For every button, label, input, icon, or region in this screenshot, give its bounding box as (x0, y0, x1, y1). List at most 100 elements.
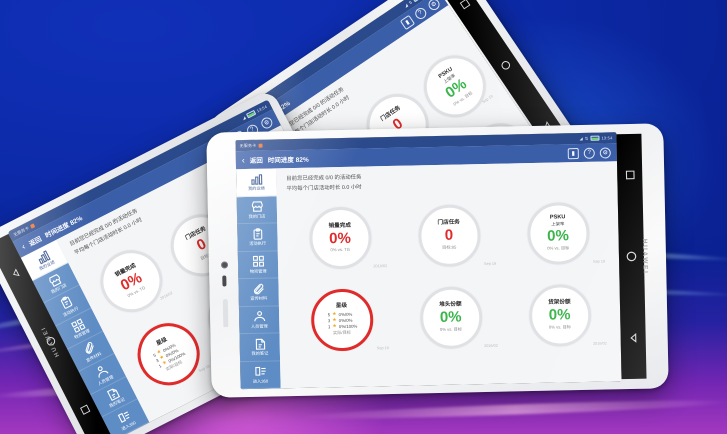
sync-icon: ⇅ (584, 135, 589, 141)
clock-label: 13:54 (601, 135, 613, 141)
settings-icon[interactable]: ⚙ (259, 115, 275, 130)
sidebar-item-7[interactable]: 进入360 (102, 399, 150, 434)
sidebar-item-0[interactable]: 我的业绩 (20, 239, 69, 281)
home-icon[interactable] (499, 58, 513, 72)
recent-apps-icon[interactable] (625, 170, 635, 180)
clipboard-icon (251, 228, 264, 241)
back-nav-icon[interactable] (628, 333, 638, 344)
star-rating-row: 5 ★ 0%/0% (326, 311, 357, 317)
home-icon[interactable] (44, 335, 57, 348)
back-nav-icon[interactable] (10, 267, 22, 279)
sidebar-item-7[interactable]: 进入360 (240, 360, 281, 390)
wifi-icon: ◢ (579, 135, 583, 141)
sidebar-item-2[interactable]: 活动执行 (44, 285, 92, 327)
kpi-footer: 0% vs. 目标 (547, 244, 570, 251)
help-icon[interactable]: ? (583, 147, 595, 159)
kpi-date: Sep 19 (592, 259, 606, 264)
sidebar-item-4[interactable]: 宣传材料 (238, 278, 279, 307)
headphone-jack (222, 275, 227, 287)
back-label[interactable]: 返回 (249, 157, 263, 165)
brand-label: HUAWEI (641, 238, 650, 275)
grid-icon (251, 255, 264, 268)
sidebar-item-3[interactable]: 物资管理 (237, 250, 279, 280)
speaker-grille (222, 299, 229, 328)
sidebar-item-label: 人员管理 (250, 323, 268, 329)
list-icon (116, 408, 133, 425)
star-count: 3 (327, 318, 331, 324)
kpi-ring[interactable]: 星级 5 ★ 0%/0% 3 ★ 0%/0% 1 ★ 0%/100% 实际/目标 (126, 312, 210, 396)
kpi-value: 0% (328, 229, 352, 247)
wifi-icon: ◢ (241, 114, 247, 121)
sidebar-item-6[interactable]: 我的笔记 (90, 376, 138, 418)
sync-icon: ⇅ (407, 0, 414, 6)
sidebar-item-5[interactable]: 人员管理 (78, 353, 127, 395)
message-icon[interactable]: ▮ (399, 14, 415, 30)
back-label[interactable]: 返回 (28, 235, 44, 248)
store-icon (46, 271, 63, 288)
sidebar-item-label: 我的业绩 (248, 185, 265, 192)
kpi-date: Sep 19 (483, 261, 497, 266)
sidebar-item-5[interactable]: 人员管理 (238, 305, 280, 335)
sidebar-item-6[interactable]: 我的笔记 (239, 333, 281, 362)
kpi-value: 0% (439, 308, 462, 327)
app-screen: 无服务卡 ◢ ⇅ 13:54 ‹ 返回 时间进度 82% ▮ (235, 132, 622, 390)
star-value: 0%/0% (338, 311, 353, 317)
recent-apps-icon[interactable] (79, 404, 91, 416)
kpi-date: 2016/02 (373, 263, 388, 268)
sidebar: 我的业绩 我的门店 活动执行 物资管理 宣传材料 人员管理 我的笔记 进入36 (20, 239, 150, 434)
store-icon (250, 200, 263, 213)
kpi-date: Sep 19 (376, 345, 389, 350)
sidebar-item-3[interactable]: 物资管理 (55, 308, 103, 350)
sidebar-item-label: 我的笔记 (251, 350, 269, 357)
settings-icon[interactable]: ⚙ (599, 146, 611, 159)
battery-icon (590, 135, 600, 141)
page-title: 时间进度 82% (267, 156, 309, 165)
sidebar-item-1[interactable]: 我的门店 (32, 262, 80, 304)
kpi-footer: 0% vs. 目标 (548, 324, 572, 330)
back-icon[interactable]: ‹ (19, 240, 27, 252)
chart-icon (250, 173, 263, 186)
sidebar-item-4[interactable]: 宣传材料 (67, 331, 115, 373)
star-value: 0%/100% (338, 323, 358, 329)
carrier-label: 无服务卡 (239, 142, 257, 148)
sidebar-item-label: 进入360 (252, 378, 269, 384)
list-icon (254, 365, 267, 378)
star-rating-row: 3 ★ 0%/0% (326, 317, 357, 323)
attachment-icon (252, 283, 265, 296)
clipboard-icon (57, 294, 74, 311)
sidebar-item-2[interactable]: 活动执行 (237, 223, 278, 252)
summary-block: 目前您已经完成 0/0 的活动任务 平均每个门店活动时长 0.0 小时 (286, 167, 609, 194)
back-icon[interactable]: ‹ (241, 154, 245, 165)
star-icon: ★ (332, 322, 337, 329)
recent-apps-icon[interactable] (458, 0, 470, 11)
help-icon[interactable]: ? (412, 5, 429, 21)
grid-icon (69, 317, 86, 334)
sidebar-item-0[interactable]: 我的业绩 (236, 168, 277, 197)
sidebar-item-1[interactable]: 我的门店 (236, 195, 278, 225)
kpi-title: 销量完成 (328, 222, 351, 229)
home-icon[interactable] (626, 251, 637, 262)
kpi-date: 2016/02 (484, 343, 498, 348)
kpi-ring[interactable]: 星级 5 ★ 0%/0% 3 ★ 0%/0% 1 ★ 0%/100% 实际/目标 (310, 287, 374, 352)
sidebar-item-label: 物资管理 (249, 268, 267, 274)
people-icon (92, 363, 109, 380)
content-area: 目前您已经完成 0/0 的活动任务 平均每个门店活动时长 0.0 小时 销量完成… (276, 161, 622, 389)
kpi-cell-3[interactable]: 星级 5 ★ 0%/0% 3 ★ 0%/0% 1 ★ 0%/100% 实际/目标… (288, 279, 395, 359)
app-screen: 无服务卡 ◢ 13:54 ‹ 返回 时间进度 82% ▮ ? (7, 99, 375, 434)
star-count: 5 (327, 312, 331, 318)
message-icon[interactable]: ▮ (567, 147, 579, 159)
star-value: 0%/0% (338, 317, 353, 323)
